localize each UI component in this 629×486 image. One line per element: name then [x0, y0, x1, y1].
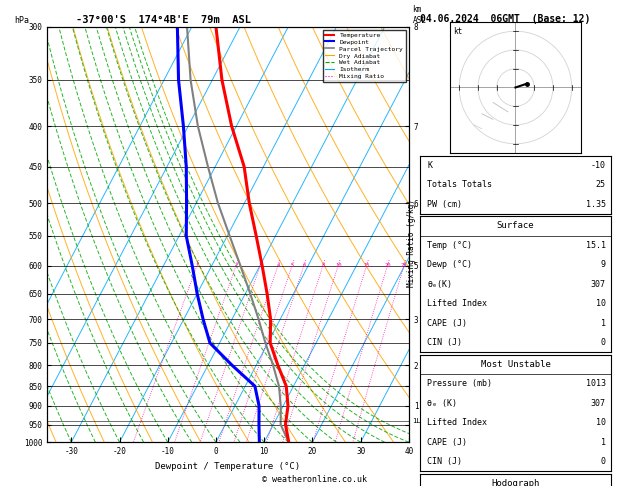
- Text: 8: 8: [321, 263, 325, 268]
- Text: 1: 1: [195, 263, 199, 268]
- Text: Lifted Index: Lifted Index: [427, 299, 487, 308]
- Text: θₑ(K): θₑ(K): [427, 280, 452, 289]
- Text: 6: 6: [302, 263, 306, 268]
- Text: Temp (°C): Temp (°C): [427, 241, 472, 250]
- Text: Hodograph: Hodograph: [491, 479, 540, 486]
- Text: Mixing Ratio (g/kg): Mixing Ratio (g/kg): [408, 199, 416, 287]
- Text: 9: 9: [601, 260, 606, 269]
- Text: kt: kt: [454, 28, 463, 36]
- Text: km
ASL: km ASL: [413, 5, 426, 25]
- Text: 25: 25: [401, 263, 407, 268]
- Text: 10: 10: [596, 418, 606, 427]
- Text: © weatheronline.co.uk: © weatheronline.co.uk: [262, 474, 367, 484]
- Text: PW (cm): PW (cm): [427, 200, 462, 208]
- Text: -37°00'S  174°4B'E  79m  ASL: -37°00'S 174°4B'E 79m ASL: [76, 15, 251, 25]
- Text: 1.35: 1.35: [586, 200, 606, 208]
- Text: 20: 20: [384, 263, 391, 268]
- Text: 25: 25: [596, 180, 606, 189]
- Text: Totals Totals: Totals Totals: [427, 180, 493, 189]
- Text: hPa: hPa: [14, 16, 30, 25]
- X-axis label: Dewpoint / Temperature (°C): Dewpoint / Temperature (°C): [155, 462, 301, 470]
- Text: 3: 3: [259, 263, 262, 268]
- Text: 15: 15: [363, 263, 370, 268]
- Text: CAPE (J): CAPE (J): [427, 319, 467, 328]
- Text: 10: 10: [596, 299, 606, 308]
- Text: 0: 0: [601, 457, 606, 466]
- Text: 10: 10: [335, 263, 342, 268]
- Text: 4: 4: [276, 263, 279, 268]
- Text: 04.06.2024  06GMT  (Base: 12): 04.06.2024 06GMT (Base: 12): [420, 14, 591, 24]
- Text: 2: 2: [234, 263, 238, 268]
- Text: 1: 1: [601, 438, 606, 447]
- Text: 1: 1: [601, 319, 606, 328]
- Legend: Temperature, Dewpoint, Parcel Trajectory, Dry Adiabat, Wet Adiabat, Isotherm, Mi: Temperature, Dewpoint, Parcel Trajectory…: [323, 30, 406, 82]
- Text: Pressure (mb): Pressure (mb): [427, 380, 493, 388]
- Text: Surface: Surface: [497, 222, 534, 230]
- Text: Dewp (°C): Dewp (°C): [427, 260, 472, 269]
- Text: CIN (J): CIN (J): [427, 338, 462, 347]
- Text: 5: 5: [291, 263, 294, 268]
- Text: 1LCL: 1LCL: [413, 418, 430, 424]
- Text: 307: 307: [591, 399, 606, 408]
- Text: θₑ (K): θₑ (K): [427, 399, 457, 408]
- Text: K: K: [427, 161, 432, 170]
- Text: 0: 0: [601, 338, 606, 347]
- Text: 15.1: 15.1: [586, 241, 606, 250]
- Text: CAPE (J): CAPE (J): [427, 438, 467, 447]
- Text: 1013: 1013: [586, 380, 606, 388]
- Text: 307: 307: [591, 280, 606, 289]
- Text: Lifted Index: Lifted Index: [427, 418, 487, 427]
- Text: CIN (J): CIN (J): [427, 457, 462, 466]
- Text: Most Unstable: Most Unstable: [481, 360, 550, 369]
- Text: -10: -10: [591, 161, 606, 170]
